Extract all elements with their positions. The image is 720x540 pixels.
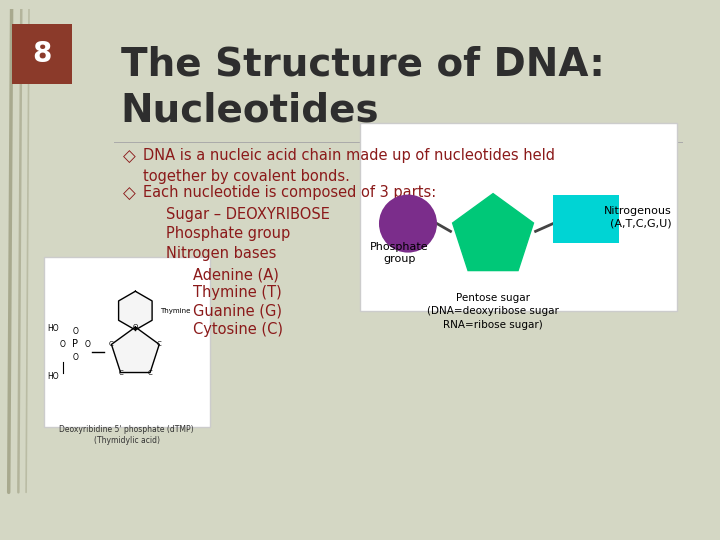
Text: Phosphate group: Phosphate group — [166, 226, 291, 241]
Text: Thymine: Thymine — [161, 308, 191, 314]
Text: O: O — [60, 340, 66, 349]
Text: DNA is a nucleic acid chain made up of nucleotides held
together by covalent bon: DNA is a nucleic acid chain made up of n… — [143, 148, 555, 184]
Text: The Structure of DNA:
Nucleotides: The Structure of DNA: Nucleotides — [121, 46, 605, 129]
Text: 8: 8 — [32, 40, 51, 69]
Text: HO: HO — [48, 323, 59, 333]
Text: C: C — [109, 341, 114, 347]
Text: C: C — [157, 341, 161, 347]
Bar — [43, 258, 210, 427]
Bar — [359, 123, 677, 310]
Text: O: O — [132, 324, 138, 330]
Text: Deoxyribidine 5' phosphate (dTMP)
(Thymidylic acid): Deoxyribidine 5' phosphate (dTMP) (Thymi… — [59, 424, 194, 445]
Text: Nitrogen bases: Nitrogen bases — [166, 246, 276, 261]
Bar — [12, 24, 71, 84]
Text: Phosphate
group: Phosphate group — [370, 242, 428, 264]
Text: C: C — [148, 369, 153, 375]
Text: P: P — [73, 340, 78, 349]
Text: O: O — [85, 340, 91, 349]
Circle shape — [379, 194, 437, 253]
Text: Cytosine (C): Cytosine (C) — [194, 322, 284, 337]
Bar — [553, 194, 618, 243]
Polygon shape — [453, 194, 534, 271]
Text: HO: HO — [48, 372, 59, 381]
Text: O: O — [73, 353, 78, 361]
Text: C: C — [118, 369, 123, 375]
Text: Thymine (T): Thymine (T) — [194, 286, 282, 300]
Text: O: O — [73, 327, 78, 336]
Text: Adenine (A): Adenine (A) — [194, 267, 279, 282]
Polygon shape — [119, 291, 152, 330]
Text: Sugar – DEOXYRIBOSE: Sugar – DEOXYRIBOSE — [166, 207, 330, 222]
Text: Pentose sugar
(DNA=deoxyribose sugar
RNA=ribose sugar): Pentose sugar (DNA=deoxyribose sugar RNA… — [427, 293, 559, 329]
Polygon shape — [112, 327, 159, 373]
Text: ◇: ◇ — [123, 148, 135, 166]
Text: Each nucleotide is composed of 3 parts:: Each nucleotide is composed of 3 parts: — [143, 185, 436, 200]
Text: Nitrogenous
(A,T,C,G,U): Nitrogenous (A,T,C,G,U) — [604, 206, 672, 228]
Text: Guanine (G): Guanine (G) — [194, 304, 282, 319]
Text: ◇: ◇ — [123, 185, 135, 203]
